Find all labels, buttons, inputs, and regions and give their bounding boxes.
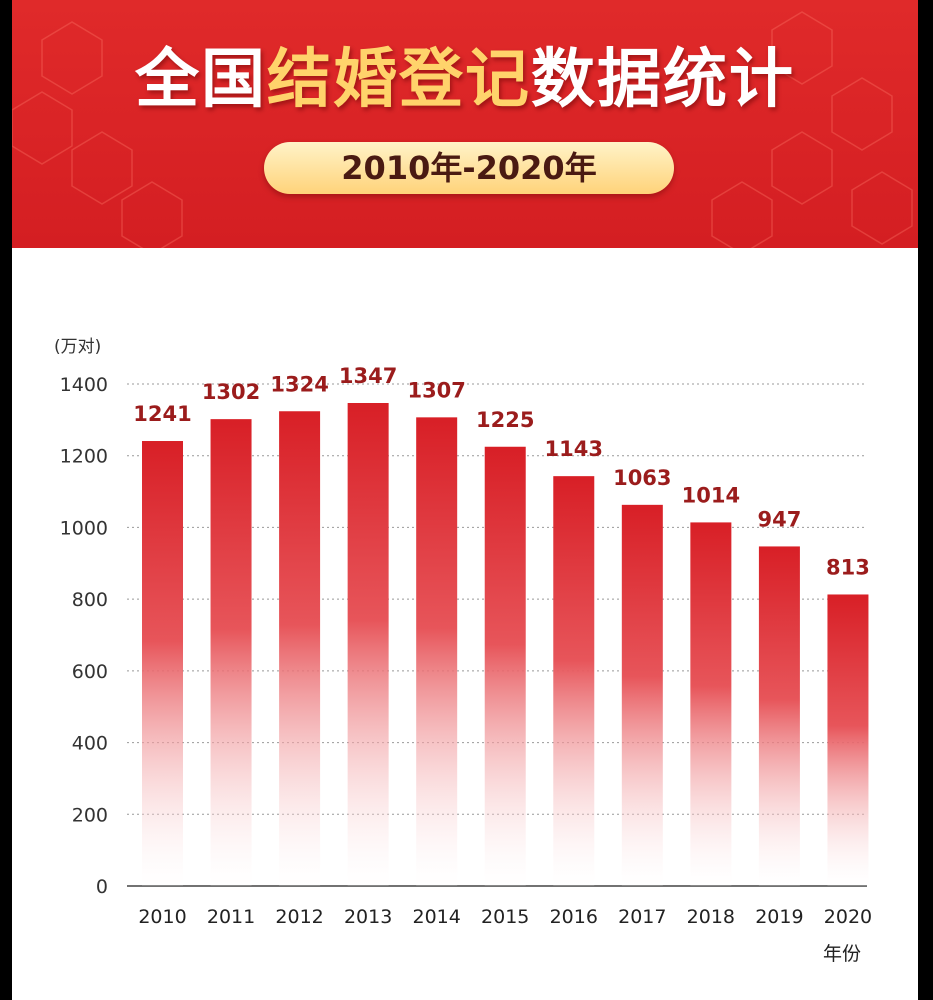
x-tick-label-2014: 2014 <box>413 906 461 928</box>
x-tick-label-2010: 2010 <box>138 906 186 928</box>
value-label-2016: 1143 <box>545 437 603 461</box>
x-tick-label-2016: 2016 <box>550 906 598 928</box>
bar-2010 <box>142 441 183 886</box>
x-axis-unit-label: 年份 <box>823 943 861 965</box>
y-tick-label: 1200 <box>60 446 108 468</box>
y-tick-label: 1400 <box>60 374 108 396</box>
x-tick-label-2015: 2015 <box>481 906 529 928</box>
value-label-2018: 1014 <box>682 483 740 507</box>
value-label-2011: 1302 <box>202 380 260 404</box>
value-label-2014: 1307 <box>407 378 465 402</box>
y-tick-label: 200 <box>72 804 108 826</box>
bar-2014 <box>416 417 458 886</box>
y-axis-unit-label: (万对) <box>54 337 101 357</box>
hexagon-pattern <box>12 11 913 248</box>
bar-2020 <box>827 594 869 886</box>
x-tick-label-2011: 2011 <box>207 906 255 928</box>
header-banner: 全国结婚登记数据统计 2010年-2020年 <box>12 0 918 248</box>
infographic: 全国结婚登记数据统计 2010年-2020年 0 200 400 600 800 1000… <box>12 0 918 1000</box>
y-tick-label: 600 <box>72 661 108 683</box>
bar-chart: 0 200 400 600 800 1000 1200 1400 1241 2010 1302 201… <box>12 248 918 1000</box>
bar-2016 <box>553 476 595 886</box>
page-title: 全国结婚登记数据统计 <box>135 43 795 117</box>
value-label-2019: 947 <box>757 507 801 531</box>
y-tick-label: 400 <box>72 733 108 755</box>
value-label-2017: 1063 <box>613 466 671 490</box>
bar-2012 <box>279 411 321 886</box>
bar-2017 <box>621 504 663 886</box>
x-tick-label-2018: 2018 <box>687 906 735 928</box>
value-label-2010: 1241 <box>133 402 191 426</box>
bar-2011 <box>210 419 252 886</box>
value-label-2020: 813 <box>826 555 870 579</box>
period-badge: 2010年-2020年 <box>264 142 674 194</box>
x-tick-label-2013: 2013 <box>344 906 392 928</box>
y-tick-label: 0 <box>96 876 108 898</box>
bar-2018 <box>690 522 732 886</box>
bar-2013 <box>347 403 389 886</box>
x-tick-label-2019: 2019 <box>755 906 803 928</box>
x-tick-label-2012: 2012 <box>275 906 323 928</box>
bar-chart-svg: 0 200 400 600 800 1000 1200 1400 1241 2010 1302 201… <box>54 337 872 965</box>
y-tick-label: 800 <box>72 589 108 611</box>
x-tick-label-2020: 2020 <box>824 906 872 928</box>
y-tick-label: 1000 <box>60 517 108 539</box>
value-label-2013: 1347 <box>339 364 397 388</box>
x-tick-label-2017: 2017 <box>618 906 666 928</box>
value-label-2015: 1225 <box>476 408 534 432</box>
value-label-2012: 1324 <box>270 372 328 396</box>
bar-2015 <box>484 446 526 886</box>
bar-2019 <box>758 546 800 886</box>
